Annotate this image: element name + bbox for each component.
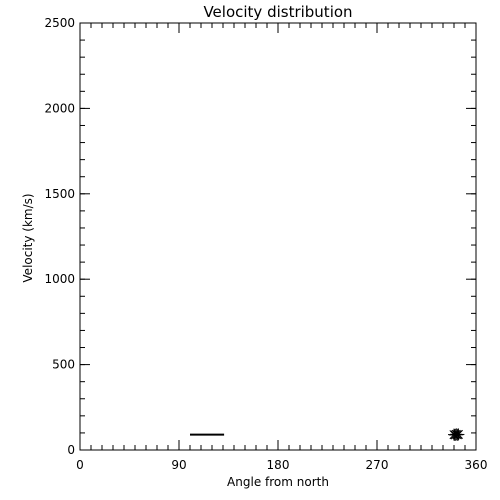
x-tick-label: 270 — [366, 458, 389, 472]
axis-ticks: 0 90 180 270 360 0 500 1000 1500 2000 2500 — [44, 16, 487, 472]
y-tick-label: 0 — [67, 443, 75, 457]
x-tick-label: 360 — [465, 458, 488, 472]
y-tick-label: 2000 — [44, 101, 75, 115]
y-tick-label: 500 — [52, 358, 75, 372]
x-tick-label: 180 — [267, 458, 290, 472]
data-series — [190, 428, 465, 441]
y-tick-label: 1000 — [44, 272, 75, 286]
plot-frame — [79, 22, 477, 451]
x-tick-label: 0 — [76, 458, 84, 472]
chart-title: Velocity distribution — [203, 3, 352, 21]
asterisk-point — [452, 428, 465, 441]
x-tick-label: 90 — [171, 458, 186, 472]
y-axis-label: Velocity (km/s) — [21, 193, 35, 282]
y-tick-label: 1500 — [44, 187, 75, 201]
y-tick-label: 2500 — [44, 16, 75, 30]
x-axis-label: Angle from north — [227, 475, 329, 489]
asterisk-stroke — [453, 429, 463, 440]
